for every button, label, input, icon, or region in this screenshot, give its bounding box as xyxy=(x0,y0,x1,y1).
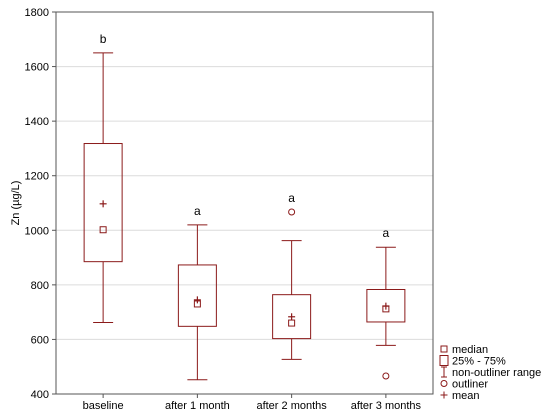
iqr-box xyxy=(83,143,123,263)
legend-box-icon xyxy=(439,355,449,366)
box-series: b a a a xyxy=(83,32,406,381)
x-tick-label: after 2 months xyxy=(256,400,327,412)
legend-label: 25% - 75% xyxy=(452,356,506,368)
outlier-point xyxy=(382,372,390,380)
x-tick-label: after 1 month xyxy=(165,400,230,412)
grid-lines xyxy=(56,66,433,340)
significance-letter: b xyxy=(100,32,107,46)
legend-label: outliner xyxy=(452,379,488,391)
box-group: b xyxy=(83,32,123,324)
significance-letter: a xyxy=(383,226,390,240)
outlier-point xyxy=(288,208,296,216)
x-tick-label: baseline xyxy=(83,400,124,412)
y-tick-label: 400 xyxy=(31,389,49,401)
box-group: a xyxy=(177,204,217,381)
y-tick-label: 600 xyxy=(31,334,49,346)
legend-label: median xyxy=(452,344,488,356)
legend-label: mean xyxy=(452,390,480,402)
significance-letter: a xyxy=(194,204,201,218)
iqr-box xyxy=(272,294,312,340)
x-axis: baseline after 1 month after 2 months after… xyxy=(83,394,422,412)
y-tick-label: 1400 xyxy=(25,116,49,128)
y-tick-label: 800 xyxy=(31,280,49,292)
box-group: a xyxy=(272,191,312,360)
y-tick-label: 1000 xyxy=(25,225,49,237)
y-axis-label: Zn (µg/L) xyxy=(10,181,22,226)
legend-label: non-outliner range xyxy=(452,367,541,379)
y-tick-label: 1200 xyxy=(25,171,49,183)
median-marker xyxy=(99,226,107,234)
iqr-box xyxy=(177,264,217,327)
iqr-box xyxy=(366,288,406,323)
y-axis: 400 600 800 1000 1200 1400 1600 1800 xyxy=(25,7,56,401)
legend-outlier-icon xyxy=(440,380,448,387)
x-tick-label: after 3 months xyxy=(351,400,422,412)
significance-letter: a xyxy=(288,191,295,205)
y-tick-label: 1800 xyxy=(25,7,49,19)
y-tick-label: 1600 xyxy=(25,62,49,74)
box-group: a xyxy=(366,226,406,380)
legend-median-icon xyxy=(440,345,448,353)
plot-frame xyxy=(55,11,434,395)
median-marker xyxy=(288,319,296,327)
